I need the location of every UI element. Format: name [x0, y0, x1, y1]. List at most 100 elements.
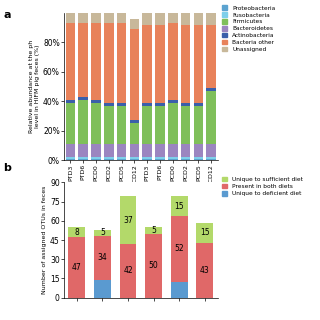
Bar: [145, 234, 162, 298]
Text: 42: 42: [123, 266, 133, 275]
Bar: [117, 157, 126, 158]
Bar: [168, 100, 178, 103]
Bar: [66, 157, 75, 158]
Bar: [104, 106, 114, 144]
Bar: [142, 144, 152, 157]
Text: 15: 15: [200, 228, 210, 237]
Bar: [78, 97, 88, 100]
Bar: [104, 103, 114, 106]
Bar: [142, 106, 152, 144]
Bar: [120, 196, 136, 244]
Bar: [168, 157, 178, 158]
Bar: [181, 158, 190, 160]
Bar: [171, 282, 188, 298]
Bar: [194, 25, 203, 103]
Bar: [206, 25, 216, 88]
Bar: [194, 13, 203, 25]
Bar: [94, 236, 111, 280]
Y-axis label: Number of assigned OTUs in feces: Number of assigned OTUs in feces: [42, 186, 47, 294]
Bar: [78, 158, 88, 160]
Bar: [196, 223, 213, 243]
Y-axis label: Relative abundance at the ph
level in HIFM pig feces (%): Relative abundance at the ph level in HI…: [29, 40, 40, 133]
Bar: [91, 100, 101, 103]
Bar: [142, 158, 152, 160]
Bar: [194, 103, 203, 106]
Text: a: a: [3, 10, 11, 20]
Bar: [181, 144, 190, 157]
Bar: [168, 103, 178, 144]
Bar: [155, 144, 165, 157]
Bar: [155, 25, 165, 103]
Text: 37: 37: [123, 216, 133, 225]
Bar: [194, 144, 203, 157]
Bar: [78, 100, 88, 144]
Text: 52: 52: [174, 244, 184, 253]
Bar: [91, 23, 101, 100]
Bar: [130, 123, 139, 144]
Bar: [120, 244, 136, 298]
Bar: [91, 144, 101, 157]
Bar: [168, 23, 178, 100]
Text: 50: 50: [149, 261, 158, 270]
Bar: [142, 25, 152, 103]
Bar: [171, 196, 188, 216]
Bar: [155, 158, 165, 160]
Bar: [91, 103, 101, 144]
Bar: [78, 13, 88, 23]
Bar: [91, 157, 101, 158]
Bar: [155, 106, 165, 144]
Bar: [155, 13, 165, 25]
Bar: [117, 158, 126, 160]
Bar: [206, 88, 216, 91]
Bar: [206, 91, 216, 144]
Bar: [142, 157, 152, 158]
Bar: [168, 144, 178, 157]
Text: 47: 47: [72, 263, 82, 272]
Text: b: b: [3, 163, 11, 173]
Bar: [142, 13, 152, 25]
Bar: [94, 230, 111, 236]
Bar: [206, 157, 216, 158]
Text: 8: 8: [75, 228, 79, 237]
Bar: [78, 157, 88, 158]
Bar: [168, 11, 178, 23]
Bar: [145, 227, 162, 234]
Bar: [66, 144, 75, 157]
Bar: [66, 100, 75, 103]
Bar: [130, 157, 139, 158]
Bar: [196, 243, 213, 298]
Bar: [117, 144, 126, 157]
Bar: [142, 103, 152, 106]
Bar: [91, 13, 101, 23]
Bar: [168, 158, 178, 160]
Bar: [130, 158, 139, 160]
Bar: [181, 13, 190, 25]
Bar: [104, 23, 114, 103]
Bar: [117, 106, 126, 144]
Bar: [206, 13, 216, 25]
Text: 34: 34: [98, 253, 107, 262]
Bar: [68, 227, 85, 237]
Bar: [104, 158, 114, 160]
Text: 5: 5: [151, 226, 156, 235]
Bar: [181, 157, 190, 158]
Bar: [66, 158, 75, 160]
Bar: [130, 29, 139, 120]
Text: 5: 5: [100, 228, 105, 237]
Bar: [104, 144, 114, 157]
Text: 15: 15: [174, 202, 184, 211]
Bar: [130, 120, 139, 123]
Bar: [181, 106, 190, 144]
Bar: [94, 280, 111, 298]
Bar: [66, 103, 75, 144]
Bar: [194, 157, 203, 158]
Bar: [171, 216, 188, 282]
Legend: Unique to sufficient diet, Present in both diets, Unique to deficient diet: Unique to sufficient diet, Present in bo…: [222, 177, 303, 196]
Bar: [194, 158, 203, 160]
Legend: Proteobacteria, Fusobacteria, Firmicutes, Bacteroidetes, Actinobacteria, Bacteri: Proteobacteria, Fusobacteria, Firmicutes…: [222, 5, 276, 52]
Bar: [117, 13, 126, 23]
Bar: [130, 19, 139, 29]
Bar: [104, 157, 114, 158]
Text: 43: 43: [200, 266, 210, 275]
Bar: [155, 157, 165, 158]
